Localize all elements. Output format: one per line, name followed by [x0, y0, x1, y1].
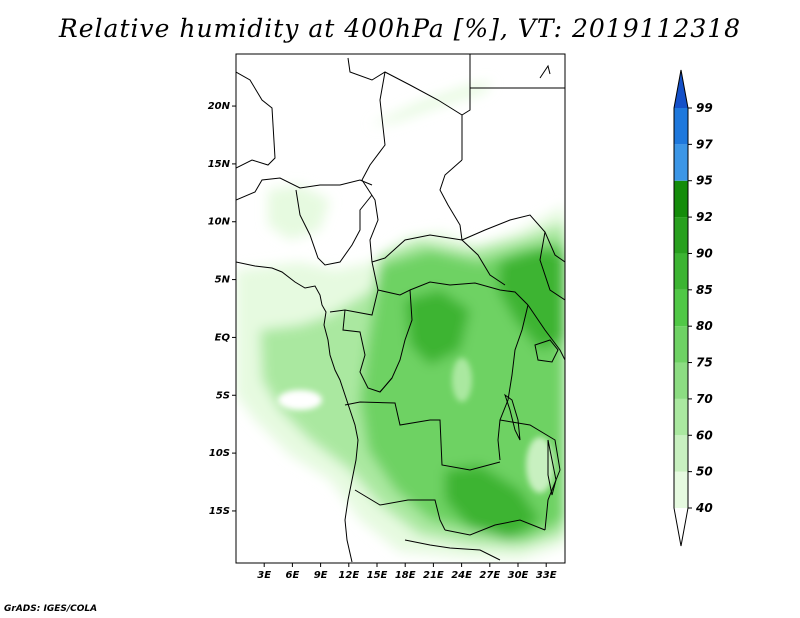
lon-tick-label: 3E	[257, 570, 271, 581]
lon-tick-label: 9E	[314, 570, 328, 581]
colorbar-swatch	[674, 217, 688, 254]
colorbar-swatch	[674, 326, 688, 363]
border-chad-west	[361, 71, 386, 263]
border-drc-north	[409, 281, 529, 306]
colorbar-label: 99	[696, 101, 713, 115]
border-drc-south	[344, 401, 501, 471]
coast-red-sea	[539, 64, 551, 79]
rh-40-streak	[370, 82, 492, 125]
border-east-africa	[527, 231, 565, 361]
lake-malawi	[547, 439, 557, 496]
colorbar: 40 50 60 70 75 80 85 90 92 95 97 99	[673, 69, 713, 547]
dry-hole-2	[452, 358, 472, 402]
colorbar-label: 80	[696, 319, 713, 333]
border-cameroon	[329, 261, 379, 316]
colorbar-swatch	[674, 108, 688, 145]
latitude-axis: 20N 15N 10N 5N EQ 5S 10S 15S	[208, 101, 236, 517]
border-angola	[354, 489, 446, 531]
colorbar-swatch	[674, 362, 688, 399]
lon-tick-label: 21E	[423, 570, 444, 581]
lon-tick-label: 6E	[286, 570, 300, 581]
border-chad-libya	[347, 57, 463, 160]
colorbar-min-arrow	[674, 508, 688, 546]
humidity-field	[236, 82, 565, 560]
lat-tick-label: EQ	[215, 332, 231, 343]
rh-85-core-central	[405, 290, 470, 365]
lon-tick-label: 33E	[536, 570, 557, 581]
border-south	[404, 539, 501, 561]
colorbar-label: 90	[696, 246, 713, 260]
rh-40-patch-north	[268, 185, 330, 240]
lon-tick-label: 12E	[338, 570, 359, 581]
border-chad-east	[439, 159, 463, 241]
border-congo-drc	[377, 289, 413, 393]
colorbar-swatch	[674, 289, 688, 327]
border-sudan	[461, 54, 565, 116]
colorbar-swatch	[674, 398, 688, 436]
lat-tick-label: 15S	[209, 506, 230, 517]
colorbar-swatch	[674, 435, 688, 472]
lat-tick-label: 5S	[216, 390, 230, 401]
lat-tick-label: 15N	[208, 159, 231, 170]
colorbar-label: 50	[696, 465, 713, 479]
longitude-axis: 3E 6E 9E 12E 15E 18E 21E 24E 27E 30E 33E	[257, 563, 557, 581]
colorbar-label: 85	[696, 283, 713, 297]
chart-title: Relative humidity at 400hPa [%], VT: 201…	[58, 14, 742, 43]
dry-hole-1	[526, 437, 554, 493]
country-borders	[236, 54, 565, 563]
border-car	[371, 234, 506, 286]
lat-tick-label: 10S	[209, 448, 230, 459]
lake-victoria	[534, 339, 559, 363]
lon-tick-label: 24E	[451, 570, 472, 581]
colorbar-swatch	[674, 180, 688, 218]
lat-tick-label: 5N	[215, 275, 231, 286]
colorbar-label: 40	[695, 501, 713, 515]
border-congo-gabon	[342, 309, 393, 393]
border-nigeria	[295, 189, 373, 266]
colorbar-label: 95	[696, 174, 713, 188]
colorbar-swatch	[674, 471, 688, 508]
colorbar-label: 92	[696, 210, 713, 224]
colorbar-swatch	[674, 253, 688, 290]
border-south-sudan	[461, 214, 565, 263]
lat-tick-label: 20N	[208, 101, 231, 112]
colorbar-label: 70	[696, 392, 713, 406]
colorbar-label: 60	[696, 428, 713, 442]
colorbar-swatch	[674, 144, 688, 181]
lon-tick-label: 30E	[508, 570, 529, 581]
coastline-west-africa	[236, 71, 276, 169]
dry-hole-3	[278, 390, 322, 410]
lat-tick-label: 10N	[208, 217, 231, 228]
rh-85-core-east	[498, 248, 565, 350]
credit-label: GrADS: IGES/COLA	[4, 604, 98, 614]
colorbar-label: 75	[696, 356, 713, 370]
lon-tick-label: 15E	[367, 570, 388, 581]
coastline-gulf-guinea	[236, 261, 359, 563]
colorbar-max-arrow	[674, 70, 688, 108]
lon-tick-label: 27E	[479, 570, 500, 581]
border-sahel	[236, 177, 373, 201]
colorbar-label: 97	[696, 137, 713, 151]
lon-tick-label: 18E	[395, 570, 416, 581]
map-frame	[235, 53, 566, 564]
border-tanzania	[499, 419, 561, 531]
border-zambia	[444, 519, 546, 536]
lake-tanganyika	[504, 393, 521, 441]
border-drc-east	[497, 304, 529, 461]
